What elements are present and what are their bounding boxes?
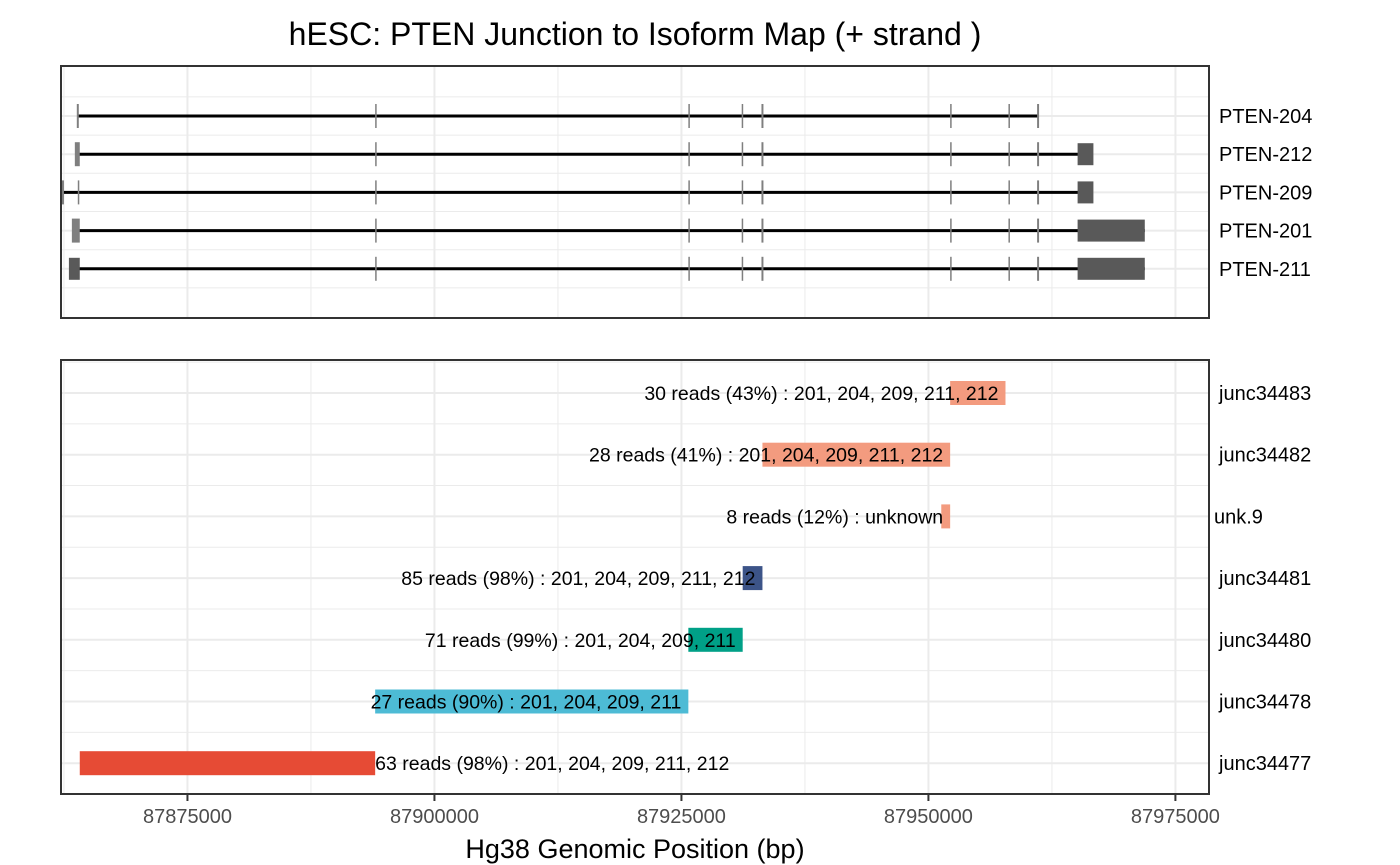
exon-block — [1037, 218, 1040, 243]
exon-block — [688, 180, 690, 205]
exon-block — [761, 104, 764, 128]
junction-label: 27 reads (90%) : 201, 204, 209, 211 — [371, 692, 682, 714]
exon-block — [74, 142, 80, 167]
exon-block — [1077, 219, 1145, 242]
exon-block — [71, 218, 80, 243]
exon-block — [688, 142, 690, 167]
junction-bar — [742, 566, 763, 591]
exon-block — [688, 256, 690, 281]
exon-block — [375, 180, 377, 205]
exon-block — [761, 218, 764, 243]
exon-block — [375, 218, 377, 243]
junction-label: 28 reads (41%) : 201, 204, 209, 211, 212 — [589, 445, 943, 467]
exon-block — [741, 104, 744, 128]
isoform-label: PTEN-209 — [1219, 182, 1312, 204]
exon-block — [950, 218, 952, 243]
x-axis: 87875000 87900000 87925000 87950000 87975000 — [143, 795, 1220, 828]
exon-block — [77, 180, 80, 205]
x-tick-label: 87975000 — [1131, 806, 1220, 828]
isoform-panel-border — [60, 65, 1210, 319]
exon-block — [741, 180, 744, 205]
x-tick-label: 87900000 — [390, 806, 479, 828]
junction-bar — [375, 689, 689, 714]
exon-block — [688, 104, 690, 128]
exon-block — [1008, 180, 1010, 205]
exon-block — [68, 257, 80, 280]
junction-bar-group: 30 reads (43%) : 201, 204, 209, 211, 212… — [79, 381, 1311, 776]
exon-block — [761, 142, 764, 167]
junction-label: 8 reads (12%) : unknown — [726, 506, 943, 528]
junction-bar — [79, 751, 376, 776]
junction-name: junc34477 — [1218, 753, 1311, 775]
exon-block — [761, 256, 764, 281]
isoform-label: PTEN-211 — [1219, 259, 1311, 281]
exon-block — [950, 180, 952, 205]
junction-bar — [688, 627, 743, 652]
exon-block — [950, 142, 952, 167]
exon-block — [1037, 180, 1040, 205]
exon-block — [688, 218, 690, 243]
exon-block — [1037, 142, 1040, 167]
exon-block — [1008, 256, 1010, 281]
isoform-label: PTEN-204 — [1219, 106, 1312, 128]
junction-bar — [941, 504, 951, 529]
exon-block — [1008, 142, 1010, 167]
junction-name: junc34480 — [1218, 630, 1311, 652]
exon-block — [375, 142, 377, 167]
exon-block — [950, 256, 952, 281]
exon-block — [741, 256, 744, 281]
exon-block — [741, 218, 744, 243]
junction-panel-grid — [61, 360, 1209, 794]
exon-block — [375, 104, 377, 128]
junction-name: unk.9 — [1214, 506, 1263, 528]
exon-block — [1077, 143, 1094, 166]
x-axis-title: Hg38 Genomic Position (bp) — [465, 834, 804, 864]
exon-block — [1077, 181, 1094, 204]
junction-bar — [950, 381, 1006, 405]
exon-block — [1037, 104, 1040, 128]
exon-block — [741, 142, 744, 167]
exon-block — [1077, 257, 1145, 280]
junction-label: 71 reads (99%) : 201, 204, 209, 211 — [425, 630, 736, 652]
junction-name: junc34481 — [1218, 568, 1311, 590]
exon-block — [1008, 104, 1010, 128]
junction-name: junc34483 — [1218, 383, 1311, 405]
junction-panel-border — [60, 359, 1210, 795]
chart-title: hESC: PTEN Junction to Isoform Map (+ st… — [289, 16, 982, 52]
junction-label: 30 reads (43%) : 201, 204, 209, 211, 212 — [644, 383, 998, 405]
exon-block — [761, 180, 764, 205]
junction-label: 63 reads (98%) : 201, 204, 209, 211, 212 — [375, 753, 729, 775]
junction-label: 85 reads (98%) : 201, 204, 209, 211, 212 — [401, 568, 755, 590]
isoform-track-group: PTEN-204 PTEN-212 PTEN-209 PTEN-201 PTEN-211 — [60, 104, 1312, 281]
junction-name: junc34478 — [1218, 692, 1311, 714]
isoform-label: PTEN-212 — [1219, 144, 1312, 166]
junction-name: junc34482 — [1218, 445, 1311, 467]
exon-block — [1008, 218, 1010, 243]
exon-block — [1037, 256, 1040, 281]
x-tick-label: 87875000 — [143, 806, 232, 828]
exon-block — [76, 104, 79, 128]
x-tick-label: 87925000 — [637, 806, 726, 828]
x-tick-label: 87950000 — [884, 806, 973, 828]
exon-block — [950, 104, 952, 128]
isoform-label: PTEN-201 — [1219, 221, 1312, 243]
junction-bar — [762, 442, 951, 467]
exon-block — [375, 256, 377, 281]
